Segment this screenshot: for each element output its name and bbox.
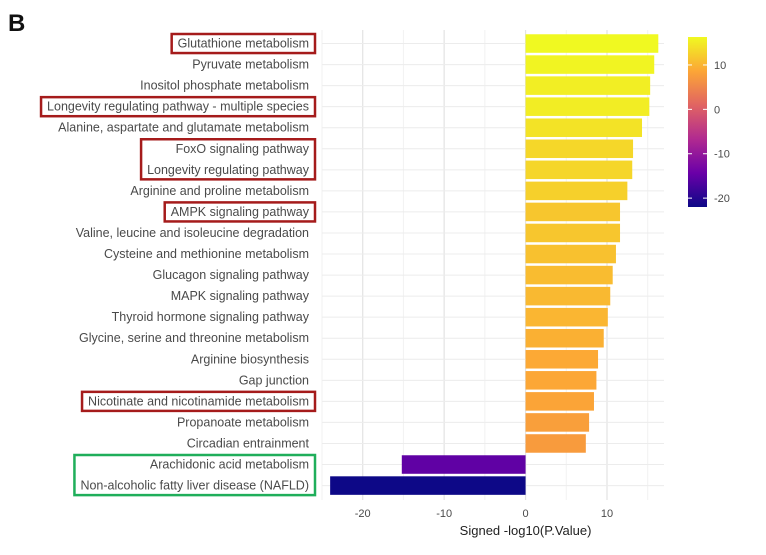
category-label: Arachidonic acid metabolism xyxy=(150,458,309,472)
bar-longevity-regulating-pathway-multiple-species xyxy=(525,97,650,116)
colorbar-tick-label: -10 xyxy=(714,149,730,161)
bar-foxo-signaling-pathway xyxy=(525,139,634,159)
category-label: Thyroid hormone signaling pathway xyxy=(112,310,310,324)
bar-thyroid-hormone-signaling-pathway xyxy=(525,307,608,327)
bar-pyruvate-metabolism xyxy=(525,55,655,74)
category-label: AMPK signaling pathway xyxy=(171,205,310,219)
bar-longevity-regulating-pathway xyxy=(525,160,633,180)
category-label: Inositol phosphate metabolism xyxy=(140,79,309,93)
bar-cysteine-and-methionine-metabolism xyxy=(525,244,616,264)
category-label: Arginine and proline metabolism xyxy=(130,184,309,198)
bar-circadian-entrainment xyxy=(525,434,586,453)
category-label: Glycine, serine and threonine metabolism xyxy=(79,331,309,345)
colorbar-tick-label: 0 xyxy=(714,104,720,116)
x-tick-label: -20 xyxy=(355,508,371,520)
highlight-box-red xyxy=(163,201,317,223)
highlight-box-green xyxy=(73,453,317,497)
bar-ampk-signaling-pathway xyxy=(525,202,621,222)
x-tick-label: -10 xyxy=(436,508,452,520)
category-label: Arginine biosynthesis xyxy=(191,352,309,366)
colorbar xyxy=(688,37,707,207)
bar-glycine-serine-and-threonine-metabolism xyxy=(525,328,604,348)
bar-mapk-signaling-pathway xyxy=(525,286,611,306)
category-label: Cysteine and methionine metabolism xyxy=(104,247,309,261)
colorbar-tick-label: -20 xyxy=(714,193,730,205)
bar-arachidonic-acid-metabolism xyxy=(401,455,526,474)
bar-non-alcoholic-fatty-liver-disease-nafld xyxy=(330,476,526,495)
bar-propanoate-metabolism xyxy=(525,413,590,432)
category-label: MAPK signaling pathway xyxy=(171,289,310,303)
category-label: Pyruvate metabolism xyxy=(192,58,309,72)
bar-nicotinate-and-nicotinamide-metabolism xyxy=(525,392,594,411)
category-label: Non-alcoholic fatty liver disease (NAFLD… xyxy=(80,479,309,493)
category-label: FoxO signaling pathway xyxy=(176,142,310,156)
bar-glutathione-metabolism xyxy=(525,34,659,53)
category-label: Nicotinate and nicotinamide metabolism xyxy=(88,394,309,408)
bar-gap-junction xyxy=(525,371,597,390)
highlight-box-red xyxy=(170,32,317,55)
x-tick-label: 10 xyxy=(601,508,613,520)
bar-alanine-aspartate-and-glutamate-metabolism xyxy=(525,118,643,137)
bar-inositol-phosphate-metabolism xyxy=(525,76,651,95)
highlight-box-red xyxy=(39,95,317,118)
category-label: Glutathione metabolism xyxy=(178,37,309,51)
bar-valine-leucine-and-isoleucine-degradation xyxy=(525,223,621,243)
x-tick-label: 0 xyxy=(523,508,529,520)
category-label: Longevity regulating pathway xyxy=(147,163,310,177)
x-axis-title: Signed -log10(P.Value) xyxy=(460,523,592,538)
panel-label: B xyxy=(8,10,26,37)
bar-glucagon-signaling-pathway xyxy=(525,265,613,285)
bar-arginine-and-proline-metabolism xyxy=(525,181,628,201)
category-label: Alanine, aspartate and glutamate metabol… xyxy=(58,121,309,135)
category-label: Longevity regulating pathway - multiple … xyxy=(47,100,309,114)
bar-arginine-biosynthesis xyxy=(525,350,599,369)
category-label: Circadian entrainment xyxy=(187,436,310,450)
highlight-box-red xyxy=(139,138,317,181)
highlight-box-red xyxy=(80,390,317,413)
category-label: Propanoate metabolism xyxy=(177,415,309,429)
category-label: Gap junction xyxy=(239,373,309,387)
colorbar-tick-label: 10 xyxy=(714,60,726,72)
category-label: Valine, leucine and isoleucine degradati… xyxy=(76,226,309,240)
category-label: Glucagon signaling pathway xyxy=(153,268,310,282)
